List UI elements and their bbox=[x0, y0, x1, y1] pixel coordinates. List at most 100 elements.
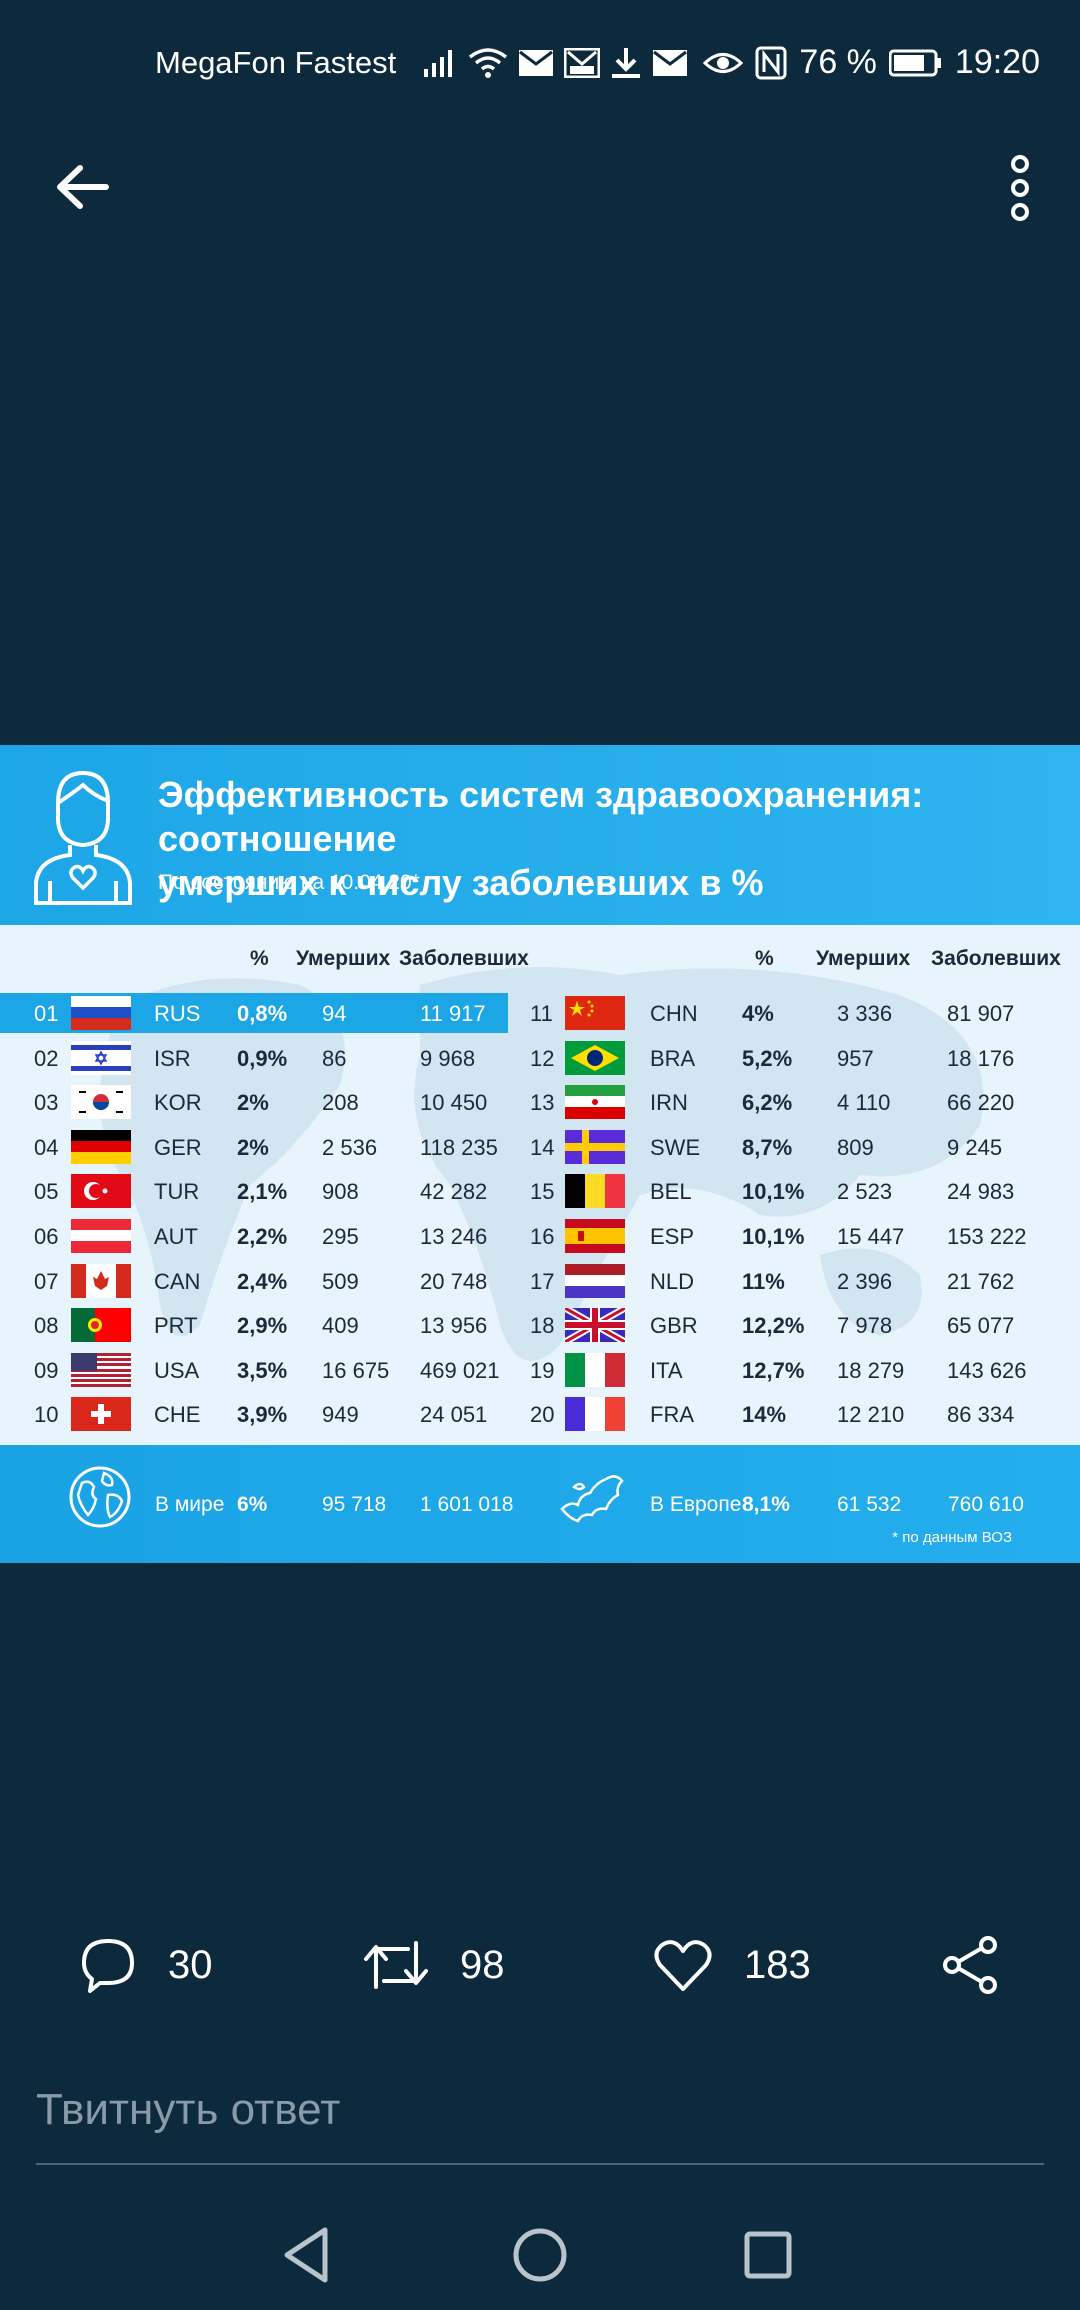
more-vertical-icon bbox=[1011, 155, 1029, 221]
infographic-title: Эффективность систем здравоохранения: со… bbox=[158, 773, 1058, 905]
table-row: 15 BEL 10,1% 2 523 24 983 bbox=[520, 1171, 1080, 1211]
cases-count: 9 968 bbox=[420, 1045, 476, 1071]
deaths-count: 7 978 bbox=[837, 1313, 893, 1339]
world-deaths: 95 718 bbox=[322, 1493, 387, 1516]
ratio-pct: 6,2% bbox=[742, 1090, 793, 1116]
flag-es-icon bbox=[565, 1219, 625, 1253]
country-code: BEL bbox=[650, 1179, 692, 1205]
ratio-pct: 8,7% bbox=[742, 1134, 793, 1160]
deaths-count: 18 279 bbox=[837, 1357, 905, 1383]
cases-count: 21 762 bbox=[947, 1268, 1015, 1294]
signal-icon bbox=[422, 47, 458, 79]
deaths-count: 2 396 bbox=[837, 1268, 893, 1294]
cases-count: 13 956 bbox=[420, 1313, 488, 1339]
col-header-deaths-right: Умерших bbox=[816, 947, 911, 970]
row-number: 13 bbox=[530, 1090, 555, 1116]
ratio-pct: 2,9% bbox=[237, 1313, 288, 1339]
status-bar: MegaFon Fastest 76 % 19:20 bbox=[0, 0, 1080, 125]
like-count: 183 bbox=[744, 1942, 811, 1987]
deaths-count: 809 bbox=[837, 1134, 874, 1160]
row-number: 07 bbox=[34, 1268, 59, 1294]
cases-count: 11 917 bbox=[420, 1001, 486, 1026]
deaths-count: 3 336 bbox=[837, 1001, 893, 1026]
country-code: GBR bbox=[650, 1313, 698, 1339]
more-options-button[interactable] bbox=[990, 150, 1050, 225]
title-line-1: Эффективность систем здравоохранения: со… bbox=[158, 774, 924, 859]
cases-count: 24 051 bbox=[420, 1402, 488, 1428]
arrow-left-icon bbox=[57, 165, 109, 209]
country-code: NLD bbox=[650, 1268, 695, 1294]
row-number: 02 bbox=[34, 1045, 59, 1071]
table-row: 11 CHN 4% 3 336 81 907 bbox=[520, 993, 1080, 1033]
infographic-footer: В мире 6% 95 718 1 601 018 В Европе 8,1%… bbox=[0, 1445, 1080, 1563]
flag-nl-icon bbox=[565, 1263, 625, 1298]
cases-count: 24 983 bbox=[947, 1179, 1015, 1205]
circle-home-icon bbox=[513, 2228, 567, 2282]
cases-count: 153 222 bbox=[947, 1224, 1027, 1249]
person-heart-icon bbox=[34, 770, 132, 905]
reply-button[interactable]: 30 bbox=[78, 1935, 213, 1995]
nav-recents-button[interactable] bbox=[733, 2220, 803, 2290]
tweet-image[interactable]: Эффективность систем здравоохранения: со… bbox=[0, 745, 1080, 1563]
cases-count: 20 748 bbox=[420, 1268, 488, 1294]
tweet-actions: 30 98 183 bbox=[0, 1935, 1080, 2015]
country-code: FRA bbox=[650, 1402, 694, 1428]
back-button[interactable] bbox=[48, 152, 118, 222]
table-row: 07 CAN 2,4% 509 20 748 bbox=[0, 1261, 520, 1301]
ratio-pct: 2,4% bbox=[237, 1268, 288, 1294]
nav-home-button[interactable] bbox=[505, 2220, 575, 2290]
ratio-pct: 10,1% bbox=[742, 1179, 805, 1205]
table-row: 17 NLD 11% 2 396 21 762 bbox=[520, 1261, 1080, 1301]
row-number: 08 bbox=[34, 1313, 59, 1339]
flag-se-icon bbox=[565, 1129, 625, 1164]
row-number: 10 bbox=[34, 1402, 59, 1428]
col-header-pct-left: % bbox=[250, 947, 269, 970]
ratio-pct: 0,8% bbox=[237, 1001, 288, 1026]
deaths-count: 949 bbox=[322, 1402, 359, 1428]
like-button[interactable]: 183 bbox=[652, 1935, 811, 1995]
square-recents-icon bbox=[744, 2231, 792, 2279]
table-row: 01 RUS 0,8% 94 11 917 bbox=[0, 993, 508, 1033]
ratio-pct: 4% bbox=[742, 1001, 774, 1026]
nav-back-button[interactable] bbox=[273, 2220, 343, 2290]
ratio-pct: 10,1% bbox=[742, 1224, 805, 1249]
globe-icon bbox=[69, 1466, 131, 1528]
reply-input[interactable]: Твитнуть ответ bbox=[36, 2085, 1044, 2165]
row-number: 03 bbox=[34, 1090, 59, 1116]
row-number: 01 bbox=[34, 1001, 59, 1026]
retweet-button[interactable]: 98 bbox=[362, 1935, 505, 1995]
country-code: RUS bbox=[154, 1001, 201, 1026]
flag-kr-icon bbox=[71, 1085, 131, 1120]
deaths-count: 12 210 bbox=[837, 1402, 905, 1428]
heart-icon bbox=[654, 1940, 712, 1991]
cases-count: 65 077 bbox=[947, 1313, 1015, 1339]
infographic-header: Эффективность систем здравоохранения: со… bbox=[0, 745, 1080, 925]
row-number: 12 bbox=[530, 1045, 555, 1071]
flag-it-icon bbox=[565, 1352, 625, 1387]
ratio-pct: 2,1% bbox=[237, 1179, 288, 1205]
retweet-icon bbox=[364, 1941, 428, 1989]
country-code: TUR bbox=[154, 1179, 200, 1205]
table-row: 09 USA 3,5% 16 675 469 021 bbox=[0, 1350, 520, 1390]
world-label: В мире bbox=[155, 1493, 225, 1516]
deaths-count: 957 bbox=[837, 1045, 874, 1071]
wifi-icon bbox=[468, 47, 508, 79]
carrier-name: MegaFon Fastest bbox=[155, 44, 397, 80]
col-header-pct-right: % bbox=[755, 947, 774, 970]
table-row: 12 BRA 5,2% 957 18 176 bbox=[520, 1038, 1080, 1078]
battery-icon bbox=[888, 49, 943, 77]
flag-at-icon bbox=[71, 1219, 131, 1253]
country-code: CHN bbox=[650, 1001, 698, 1026]
flag-fr-icon bbox=[565, 1397, 625, 1432]
photo-mail-icon bbox=[564, 47, 601, 78]
row-number: 15 bbox=[530, 1179, 555, 1205]
ratio-pct: 5,2% bbox=[742, 1045, 793, 1071]
cases-count: 469 021 bbox=[420, 1357, 500, 1383]
top-bar bbox=[0, 140, 1080, 230]
deaths-count: 16 675 bbox=[322, 1357, 390, 1383]
flag-us-icon bbox=[71, 1352, 131, 1387]
share-button[interactable] bbox=[940, 1935, 1002, 1995]
cases-count: 10 450 bbox=[420, 1090, 488, 1116]
cases-count: 81 907 bbox=[947, 1001, 1015, 1026]
table-row: 16 ESP 10,1% 15 447 153 222 bbox=[520, 1216, 1080, 1256]
